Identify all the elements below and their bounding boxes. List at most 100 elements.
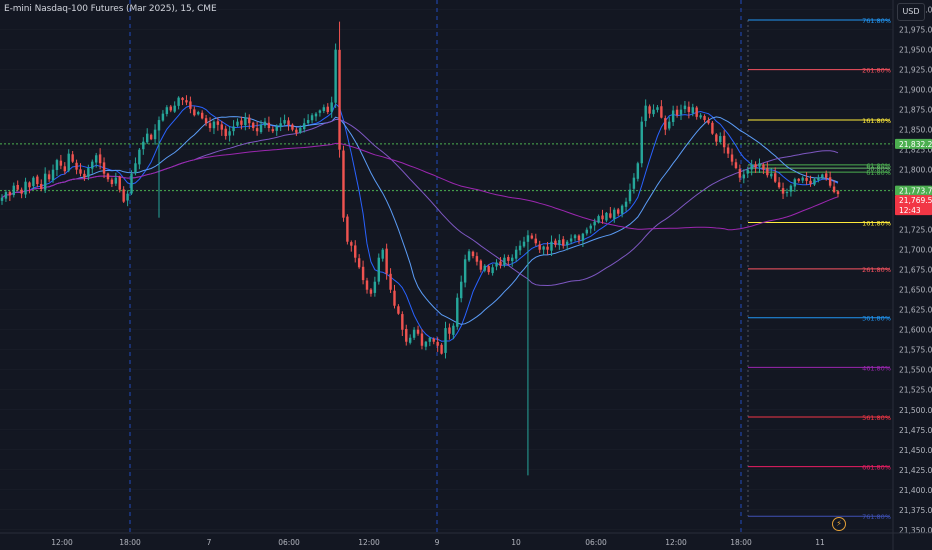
- price-tick-label: 21,350.00: [899, 526, 932, 535]
- price-tick-label: 21,650.00: [899, 286, 932, 295]
- candle-body: [24, 181, 27, 195]
- candle-body: [440, 344, 443, 354]
- candle-body: [126, 193, 129, 201]
- candle-body: [589, 225, 592, 229]
- candle-body: [491, 267, 494, 274]
- candle-body: [36, 176, 39, 185]
- candle-body: [699, 115, 702, 118]
- candle-body: [825, 173, 828, 178]
- candle-body: [499, 261, 502, 266]
- candle-body: [448, 327, 451, 334]
- candle-body: [683, 105, 687, 110]
- candle-body: [350, 242, 353, 246]
- candle-body: [412, 329, 416, 338]
- candle-body: [169, 106, 172, 111]
- candle-body: [562, 239, 565, 246]
- candle-body: [467, 251, 471, 261]
- candle-body: [318, 110, 322, 113]
- candle-body: [511, 257, 514, 262]
- candle-body: [715, 134, 718, 142]
- candle-body: [47, 174, 51, 180]
- candle-body: [601, 215, 604, 220]
- price-badge: [895, 138, 932, 149]
- candle-body: [326, 106, 329, 113]
- candle-body: [530, 235, 534, 239]
- candle-body: [181, 97, 184, 101]
- price-badges: 21,832.25 21,773.7521,769.5012:43: [895, 138, 932, 216]
- price-tick-label: 21,525.00: [899, 386, 932, 395]
- candle-body: [781, 188, 785, 194]
- candle-body: [546, 246, 549, 250]
- candle-body: [456, 297, 459, 327]
- price-tick-label: 21,550.00: [899, 366, 932, 375]
- candle-body: [507, 257, 510, 261]
- candle-body: [161, 113, 165, 121]
- moving-average-line: [1, 102, 839, 342]
- candle-body: [770, 173, 773, 177]
- horizontal-price-lines: [0, 143, 893, 192]
- candle-body: [675, 109, 679, 116]
- time-tick-label: 06:00: [278, 538, 300, 547]
- candle-body: [91, 161, 94, 169]
- price-badge: [895, 185, 932, 196]
- candle-body: [644, 105, 647, 121]
- candle-body: [83, 173, 86, 178]
- time-tick-label: 9: [435, 538, 440, 547]
- candle-body: [369, 289, 373, 294]
- lightning-bolt-icon[interactable]: ⚡: [832, 517, 846, 531]
- candle-body: [401, 314, 404, 330]
- candle-body: [322, 107, 326, 111]
- price-tick-label: 21,850.00: [899, 126, 932, 135]
- candle-body: [671, 110, 675, 123]
- candle-body: [726, 147, 730, 154]
- currency-button[interactable]: USD: [897, 3, 925, 21]
- chart-grid: [0, 9, 893, 531]
- candle-body: [609, 213, 612, 218]
- price-tick-label: 21,575.00: [899, 346, 932, 355]
- fib-level-label: 261.80%: [862, 67, 891, 75]
- fib-level-label: 161.80%: [862, 117, 891, 125]
- candle-body: [310, 115, 314, 121]
- candle-body: [777, 182, 781, 188]
- candle-body: [738, 168, 742, 178]
- candle-body: [302, 123, 306, 130]
- candle-body: [648, 106, 651, 114]
- time-tick-label: 18:00: [730, 538, 752, 547]
- candle-body: [146, 133, 149, 143]
- candle-body: [836, 191, 840, 195]
- candle-body: [87, 168, 90, 177]
- candle-body: [295, 129, 298, 133]
- candle-body: [813, 179, 816, 185]
- candle-body: [291, 124, 294, 130]
- candle-body: [306, 120, 310, 124]
- candle-body: [16, 184, 19, 190]
- fib-level-label: 161.80%: [862, 219, 891, 227]
- candle-body: [157, 120, 161, 131]
- price-tick-label: 21,925.00: [899, 66, 932, 75]
- candle-body: [503, 257, 506, 266]
- candle-body: [695, 107, 698, 117]
- countdown-label: 12:43: [899, 206, 921, 215]
- candle-body: [177, 97, 180, 106]
- price-badge: [895, 195, 932, 216]
- price-tick-label: 21,625.00: [899, 306, 932, 315]
- candle-body: [346, 216, 349, 242]
- candle-body: [255, 128, 259, 132]
- fib-level-label: 361.80%: [862, 315, 891, 323]
- time-tick-label: 06:00: [585, 538, 607, 547]
- candle-body: [632, 177, 636, 189]
- candle-body: [55, 160, 59, 171]
- price-tick-label: 21,600.00: [899, 326, 932, 335]
- candle-body: [522, 241, 526, 247]
- candle-body: [432, 338, 435, 342]
- candle-body: [224, 128, 227, 137]
- candle-body: [628, 189, 632, 202]
- moving-average-line: [1, 142, 839, 231]
- candle-body: [330, 102, 333, 112]
- candle-body: [577, 235, 581, 241]
- candle-body: [0, 197, 4, 201]
- price-badge-label: 21,773.75: [899, 187, 932, 196]
- candle-body: [538, 244, 541, 250]
- candle-body: [750, 164, 753, 170]
